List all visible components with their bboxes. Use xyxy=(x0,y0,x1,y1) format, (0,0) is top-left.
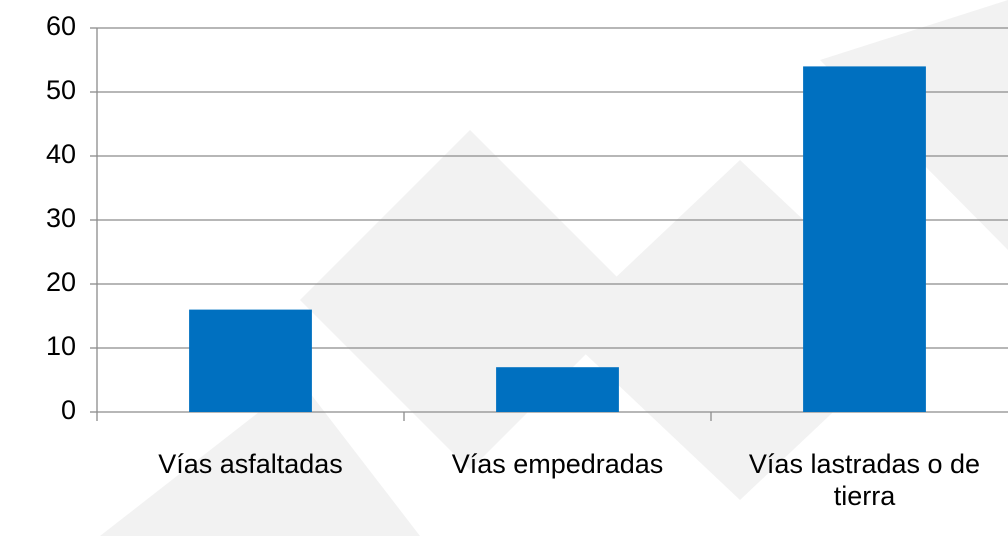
x-tick-label: Vías empedradas xyxy=(451,449,664,479)
bar xyxy=(189,309,312,412)
x-tick-label: Vías asfaltadas xyxy=(158,449,343,479)
bar xyxy=(496,367,619,412)
y-tick-label: 60 xyxy=(46,11,76,41)
x-tick-label: Vías lastradas o de tierra xyxy=(748,449,981,511)
bar xyxy=(803,66,926,413)
y-tick-label: 40 xyxy=(46,139,76,169)
y-tick-label: 20 xyxy=(46,267,76,297)
y-tick-label: 0 xyxy=(61,395,76,425)
y-tick-label: 30 xyxy=(46,203,76,233)
y-tick-label: 10 xyxy=(46,331,76,361)
y-tick-label: 50 xyxy=(46,75,76,105)
